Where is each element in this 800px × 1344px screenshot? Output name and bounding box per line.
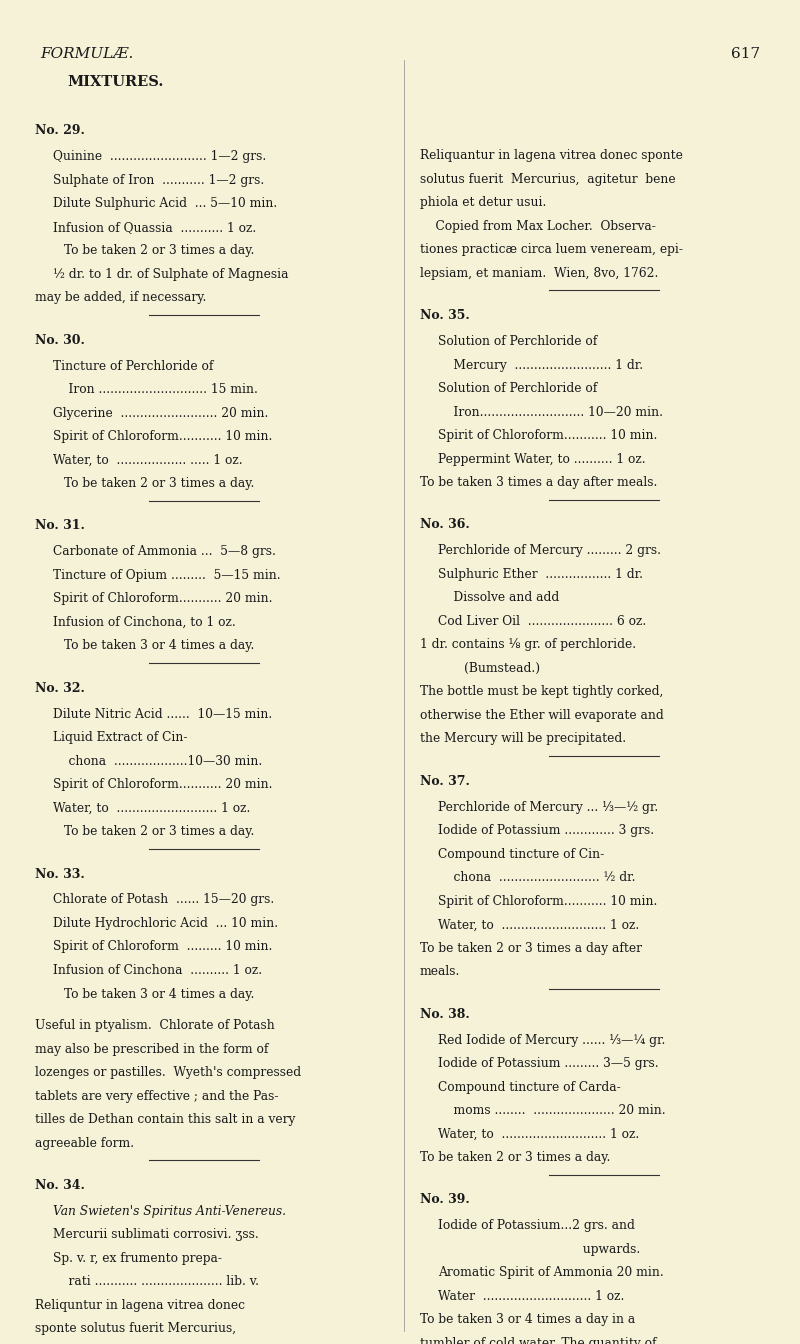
Text: No. 39.: No. 39. [420,1193,470,1207]
Text: No. 37.: No. 37. [420,774,470,788]
Text: may also be prescribed in the form of: may also be prescribed in the form of [34,1043,268,1055]
Text: Carbonate of Ammonia ...  5—8 grs.: Carbonate of Ammonia ... 5—8 grs. [53,546,276,558]
Text: (Bumstead.): (Bumstead.) [464,661,540,675]
Text: Iron ............................ 15 min.: Iron ............................ 15 min… [53,383,258,396]
Text: Reliquntur in lagena vitrea donec: Reliquntur in lagena vitrea donec [34,1298,245,1312]
Text: Spirit of Chloroform  ......... 10 min.: Spirit of Chloroform ......... 10 min. [53,941,273,953]
Text: Compound tincture of Carda-: Compound tincture of Carda- [438,1081,621,1094]
Text: No. 32.: No. 32. [34,681,85,695]
Text: Iodide of Potassium...2 grs. and: Iodide of Potassium...2 grs. and [438,1219,635,1232]
Text: Useful in ptyalism.  Chlorate of Potash: Useful in ptyalism. Chlorate of Potash [34,1019,274,1032]
Text: lepsiam, et maniam.  Wien, 8vo, 1762.: lepsiam, et maniam. Wien, 8vo, 1762. [420,266,658,280]
Text: To be taken 2 or 3 times a day.: To be taken 2 or 3 times a day. [64,245,254,257]
Text: Cod Liver Oil  ...................... 6 oz.: Cod Liver Oil ...................... 6 o… [438,614,646,628]
Text: Infusion of Cinchona  .......... 1 oz.: Infusion of Cinchona .......... 1 oz. [53,964,262,977]
Text: No. 36.: No. 36. [420,519,470,531]
Text: To be taken 3 or 4 times a day in a: To be taken 3 or 4 times a day in a [420,1313,635,1327]
Text: tablets are very effective ; and the Pas-: tablets are very effective ; and the Pas… [34,1090,278,1102]
Text: Compound tincture of Cin-: Compound tincture of Cin- [438,848,605,860]
Text: Water, to  .................. ..... 1 oz.: Water, to .................. ..... 1 oz. [53,453,242,466]
Text: No. 29.: No. 29. [34,125,85,137]
Text: Dilute Sulphuric Acid  ... 5—10 min.: Dilute Sulphuric Acid ... 5—10 min. [53,198,278,210]
Text: Water, to  ........................... 1 oz.: Water, to ........................... 1 … [438,918,640,931]
Text: phiola et detur usui.: phiola et detur usui. [420,196,546,210]
Text: Solution of Perchloride of: Solution of Perchloride of [438,382,598,395]
Text: To be taken 3 times a day after meals.: To be taken 3 times a day after meals. [420,476,658,489]
Text: Mercurii sublimati corrosivi. ʒss.: Mercurii sublimati corrosivi. ʒss. [53,1228,259,1242]
Text: Mercury  ......................... 1 dr.: Mercury ......................... 1 dr. [438,359,643,371]
Text: solutus fuerit  Mercurius,  agitetur  bene: solutus fuerit Mercurius, agitetur bene [420,173,676,185]
Text: To be taken 3 or 4 times a day.: To be taken 3 or 4 times a day. [64,640,254,652]
Text: Solution of Perchloride of: Solution of Perchloride of [438,335,598,348]
Text: To be taken 2 or 3 times a day.: To be taken 2 or 3 times a day. [64,825,254,839]
Text: Dilute Hydrochloric Acid  ... 10 min.: Dilute Hydrochloric Acid ... 10 min. [53,917,278,930]
Text: chona  ...................10—30 min.: chona ...................10—30 min. [53,754,262,767]
Text: Reliquantur in lagena vitrea donec sponte: Reliquantur in lagena vitrea donec spont… [420,149,683,163]
Text: 1 dr. contains ⅛ gr. of perchloride.: 1 dr. contains ⅛ gr. of perchloride. [420,638,636,652]
Text: To be taken 3 or 4 times a day.: To be taken 3 or 4 times a day. [64,988,254,1000]
Text: Sulphuric Ether  ................. 1 dr.: Sulphuric Ether ................. 1 dr. [438,567,643,581]
Text: Sulphate of Iron  ........... 1—2 grs.: Sulphate of Iron ........... 1—2 grs. [53,173,264,187]
Text: Glycerine  ......................... 20 min.: Glycerine ......................... 20 m… [53,406,269,419]
Text: Liquid Extract of Cin-: Liquid Extract of Cin- [53,731,188,745]
Text: the Mercury will be precipitated.: the Mercury will be precipitated. [420,732,626,746]
Text: Tincture of Perchloride of: Tincture of Perchloride of [53,359,214,372]
Text: Iodide of Potassium ......... 3—5 grs.: Iodide of Potassium ......... 3—5 grs. [438,1056,659,1070]
Text: Spirit of Chloroform........... 20 min.: Spirit of Chloroform........... 20 min. [53,778,273,792]
Text: Quinine  ......................... 1—2 grs.: Quinine ......................... 1—2 gr… [53,151,266,163]
Text: rati ........... ..................... lib. v.: rati ........... ..................... l… [53,1275,259,1289]
Text: To be taken 2 or 3 times a day.: To be taken 2 or 3 times a day. [64,477,254,491]
Text: Perchloride of Mercury ... ⅓—½ gr.: Perchloride of Mercury ... ⅓—½ gr. [438,801,658,813]
Text: sponte solutus fuerit Mercurius,: sponte solutus fuerit Mercurius, [34,1322,236,1336]
Text: FORMULÆ.: FORMULÆ. [40,47,134,60]
Text: agreeable form.: agreeable form. [34,1137,134,1149]
Text: Aromatic Spirit of Ammonia 20 min.: Aromatic Spirit of Ammonia 20 min. [438,1266,664,1279]
Text: tumbler of cold water. The quantity of: tumbler of cold water. The quantity of [420,1337,657,1344]
Text: 617: 617 [731,47,760,60]
Text: otherwise the Ether will evaporate and: otherwise the Ether will evaporate and [420,708,664,722]
Text: Water, to  ........................... 1 oz.: Water, to ........................... 1 … [438,1128,640,1141]
Text: tiones practicæ circa luem veneream, epi-: tiones practicæ circa luem veneream, epi… [420,243,683,257]
Text: Infusion of Quassia  ........... 1 oz.: Infusion of Quassia ........... 1 oz. [53,220,256,234]
Text: Peppermint Water, to .......... 1 oz.: Peppermint Water, to .......... 1 oz. [438,453,646,465]
Text: moms ........  ..................... 20 min.: moms ........ ..................... 20 m… [438,1103,666,1117]
Text: meals.: meals. [420,965,460,978]
Text: may be added, if necessary.: may be added, if necessary. [34,292,206,304]
Text: Tincture of Opium .........  5—15 min.: Tincture of Opium ......... 5—15 min. [53,569,281,582]
Text: No. 33.: No. 33. [34,867,85,880]
Text: No. 35.: No. 35. [420,309,470,323]
Text: No. 30.: No. 30. [34,333,85,347]
Text: Spirit of Chloroform........... 20 min.: Spirit of Chloroform........... 20 min. [53,593,273,605]
Text: The bottle must be kept tightly corked,: The bottle must be kept tightly corked, [420,685,663,699]
Text: To be taken 2 or 3 times a day after: To be taken 2 or 3 times a day after [420,942,642,954]
Text: upwards.: upwards. [420,1243,640,1255]
Text: Perchloride of Mercury ......... 2 grs.: Perchloride of Mercury ......... 2 grs. [438,544,662,558]
Text: Spirit of Chloroform........... 10 min.: Spirit of Chloroform........... 10 min. [53,430,273,444]
Text: Copied from Max Locher.  Observa-: Copied from Max Locher. Observa- [420,219,656,233]
Text: Sp. v. r, ex frumento prepa-: Sp. v. r, ex frumento prepa- [53,1251,222,1265]
Text: Spirit of Chloroform........... 10 min.: Spirit of Chloroform........... 10 min. [438,429,658,442]
Text: Dissolve and add: Dissolve and add [438,591,560,605]
Text: Van Swieten's Spiritus Anti-Venereus.: Van Swieten's Spiritus Anti-Venereus. [53,1204,286,1218]
Text: ½ dr. to 1 dr. of Sulphate of Magnesia: ½ dr. to 1 dr. of Sulphate of Magnesia [53,267,289,281]
Text: Water  ............................ 1 oz.: Water ............................ 1 oz. [438,1290,625,1302]
Text: Iron........................... 10—20 min.: Iron........................... 10—20 mi… [438,406,663,418]
Text: No. 34.: No. 34. [34,1179,85,1192]
Text: No. 38.: No. 38. [420,1008,470,1020]
Text: Chlorate of Potash  ...... 15—20 grs.: Chlorate of Potash ...... 15—20 grs. [53,894,274,906]
Text: No. 31.: No. 31. [34,519,85,532]
Text: tilles de Dethan contain this salt in a very: tilles de Dethan contain this salt in a … [34,1113,295,1126]
Text: To be taken 2 or 3 times a day.: To be taken 2 or 3 times a day. [420,1150,610,1164]
Text: Red Iodide of Mercury ...... ⅓—¼ gr.: Red Iodide of Mercury ...... ⅓—¼ gr. [438,1034,666,1047]
Text: Water, to  .......................... 1 oz.: Water, to .......................... 1 o… [53,801,250,814]
Text: chona  .......................... ½ dr.: chona .......................... ½ dr. [438,871,636,884]
Text: Spirit of Chloroform........... 10 min.: Spirit of Chloroform........... 10 min. [438,895,658,907]
Text: Infusion of Cinchona, to 1 oz.: Infusion of Cinchona, to 1 oz. [53,616,236,629]
Text: Iodide of Potassium ............. 3 grs.: Iodide of Potassium ............. 3 grs. [438,824,654,837]
Text: MIXTURES.: MIXTURES. [68,75,164,89]
Text: Dilute Nitric Acid ......  10—15 min.: Dilute Nitric Acid ...... 10—15 min. [53,707,272,720]
Text: lozenges or pastilles.  Wyeth's compressed: lozenges or pastilles. Wyeth's compresse… [34,1066,301,1079]
